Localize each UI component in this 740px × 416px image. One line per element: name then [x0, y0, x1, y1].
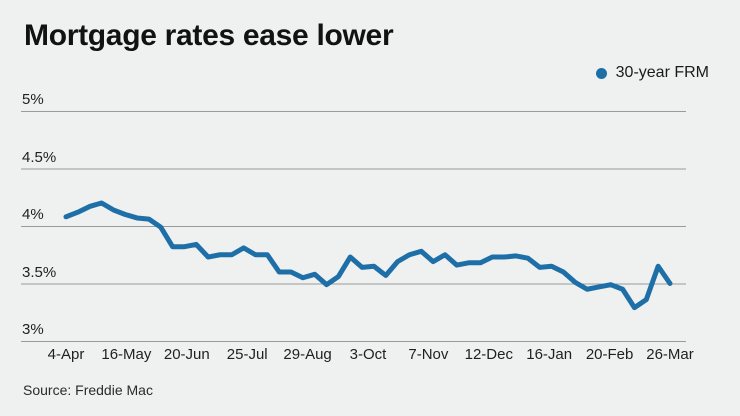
y-axis-label: 3.5% [22, 263, 57, 281]
y-axis-label: 4.5% [22, 148, 57, 166]
y-axis-label: 3% [22, 321, 44, 338]
y-axis-label: 5% [22, 91, 44, 108]
chart-title: Mortgage rates ease lower [24, 19, 394, 52]
x-axis-label: 7-Nov [408, 346, 449, 363]
x-axis-label: 29-Aug [283, 346, 332, 363]
x-axis-label: 12-Dec [464, 346, 513, 363]
x-axis-label: 16-May [101, 346, 152, 363]
x-axis-label: 4-Apr [47, 346, 85, 363]
y-axis-label: 4% [22, 206, 44, 223]
x-axis-label: 16-Jan [526, 346, 573, 363]
x-axis-label: 20-Jun [163, 346, 210, 363]
legend: 30-year FRM [595, 64, 709, 82]
x-axis-label: 20-Feb [585, 346, 634, 363]
legend-dot-icon [595, 67, 607, 79]
x-axis-label: 3-Oct [349, 346, 387, 363]
legend-label: 30-year FRM [615, 64, 709, 81]
x-axis-label: 25-Jul [226, 346, 268, 363]
source-text: Source: Freddie Mac [23, 382, 153, 398]
rate-line-series [63, 200, 673, 311]
x-axis-label: 26-Mar [646, 346, 694, 363]
